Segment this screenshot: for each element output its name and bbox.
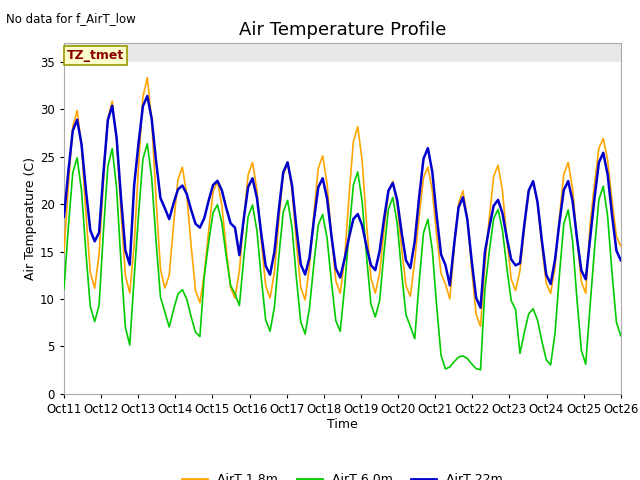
X-axis label: Time: Time	[327, 419, 358, 432]
Bar	[64, 204, 621, 252]
Bar	[64, 109, 621, 157]
Legend: AirT 1.8m, AirT 6.0m, AirT 22m: AirT 1.8m, AirT 6.0m, AirT 22m	[177, 468, 508, 480]
Bar	[64, 299, 621, 346]
Title: Air Temperature Profile: Air Temperature Profile	[239, 21, 446, 39]
Bar	[64, 62, 621, 109]
Text: TZ_tmet: TZ_tmet	[67, 49, 124, 62]
Text: No data for f_AirT_low: No data for f_AirT_low	[6, 12, 136, 25]
Bar	[64, 157, 621, 204]
Bar	[64, 346, 621, 394]
Bar	[64, 252, 621, 299]
Y-axis label: Air Temperature (C): Air Temperature (C)	[24, 157, 37, 280]
